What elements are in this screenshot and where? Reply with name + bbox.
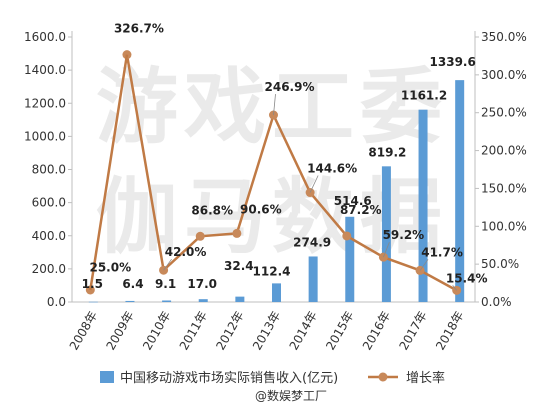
bar-value-label: 514.6 <box>334 194 372 208</box>
right-tick-label: 0.0% <box>481 295 512 309</box>
bar <box>381 166 391 302</box>
bar <box>125 300 135 302</box>
x-category-label: 2018年 <box>433 309 466 353</box>
bar <box>88 301 98 303</box>
bar-value-label: 17.0 <box>187 277 217 291</box>
growth-value-label: 90.6% <box>240 202 282 216</box>
bar-value-label: 1339.6 <box>430 55 476 69</box>
bar <box>455 80 465 302</box>
label-leader-line <box>452 285 457 291</box>
left-tick-label: 1000.0 <box>24 129 66 143</box>
x-category-label: 2008年 <box>67 309 100 353</box>
label-leader-line <box>163 258 172 271</box>
growth-line-segment <box>89 54 129 291</box>
x-category-label: 2012年 <box>213 309 246 353</box>
growth-value-label: 87.2% <box>340 203 382 217</box>
left-tick-label: 1600.0 <box>24 30 66 44</box>
bar <box>272 283 281 302</box>
x-category-label: 2016年 <box>360 309 393 353</box>
bar-value-label: 9.1 <box>155 277 176 291</box>
growth-value-label: 144.6% <box>307 162 357 176</box>
bar <box>235 296 245 302</box>
growth-value-label: 41.7% <box>421 245 463 259</box>
left-tick-label: 600.0 <box>32 196 66 210</box>
x-category-label: 2010年 <box>140 309 173 353</box>
bar <box>418 109 428 303</box>
growth-value-label: 59.2% <box>383 228 425 242</box>
watermark-line-1: 游戏工委 <box>96 60 448 155</box>
bar-value-label: 112.4 <box>253 264 291 278</box>
left-tick-label: 1200.0 <box>24 96 66 110</box>
bar-value-label: 1.5 <box>82 277 103 291</box>
growth-value-label: 246.9% <box>265 80 315 94</box>
growth-value-label: 86.8% <box>191 203 233 217</box>
growth-marker <box>342 231 352 241</box>
growth-value-label: 42.0% <box>165 245 207 259</box>
bar-value-label: 6.4 <box>122 277 143 291</box>
bar <box>162 300 172 302</box>
growth-value-label: 326.7% <box>114 22 164 36</box>
bar-value-label: 32.4 <box>224 259 254 273</box>
left-tick-label: 1400.0 <box>24 63 66 77</box>
bar <box>308 256 318 302</box>
bar-value-label: 274.9 <box>293 235 331 249</box>
left-tick-label: 400.0 <box>32 229 66 243</box>
x-category-label: 2015年 <box>323 309 356 353</box>
bar-value-label: 1161.2 <box>401 89 447 103</box>
x-category-label: 2013年 <box>250 309 283 353</box>
right-tick-label: 50.0% <box>481 257 519 271</box>
x-category-label: 2017年 <box>397 309 430 353</box>
growth-value-label: 15.4% <box>446 271 488 285</box>
right-tick-label: 200.0% <box>481 144 527 158</box>
right-tick-label: 100.0% <box>481 219 527 233</box>
left-tick-label: 0.0 <box>47 295 66 309</box>
growth-line <box>125 54 458 292</box>
x-category-label: 2011年 <box>177 309 210 353</box>
footer-credit: @数娱梦工厂 <box>255 388 327 403</box>
bar <box>198 299 208 302</box>
right-tick-label: 150.0% <box>481 181 527 195</box>
label-leader-line <box>273 94 276 116</box>
right-tick-label: 250.0% <box>481 106 527 120</box>
legend-line-label: 增长率 <box>406 370 445 386</box>
legend-bar-label: 中国移动游戏市场实际销售收入(亿元) <box>120 370 338 386</box>
x-category-label: 2014年 <box>287 309 320 353</box>
right-tick-label: 300.0% <box>481 68 527 82</box>
legend-line-marker <box>378 372 388 382</box>
bar <box>345 216 355 302</box>
legend: 中国移动游戏市场实际销售收入(亿元) 增长率 <box>100 370 445 386</box>
label-leader-line <box>309 175 319 193</box>
left-tick-label: 200.0 <box>32 262 66 276</box>
label-leader-line <box>383 242 390 258</box>
right-tick-label: 350.0% <box>481 30 527 44</box>
x-category-label: 2009年 <box>103 309 136 353</box>
left-tick-label: 800.0 <box>32 163 66 177</box>
growth-value-label: 25.0% <box>89 261 131 275</box>
growth-marker <box>232 228 242 238</box>
label-leader-line <box>419 259 429 271</box>
legend-bar-swatch <box>100 371 114 383</box>
bar-value-label: 819.2 <box>368 145 406 159</box>
growth-marker <box>195 231 205 241</box>
